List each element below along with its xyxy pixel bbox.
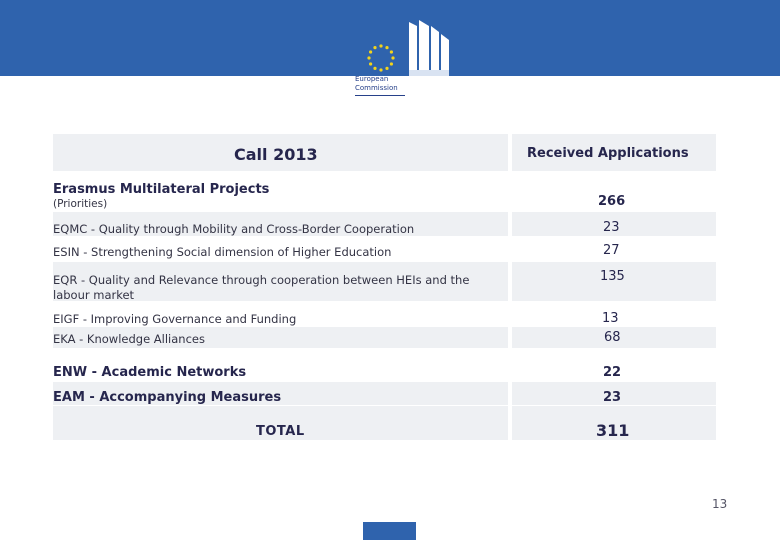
row-value: 23 [603, 220, 620, 235]
section-cell-right: 266 [512, 172, 716, 212]
logo-line-european: European [355, 75, 389, 83]
section-cell-left: Erasmus Multilateral Projects (Prioritie… [53, 172, 508, 212]
header-received: Received Applications [527, 146, 689, 161]
row-label-line1: EQR - Quality and Relevance through coop… [53, 273, 470, 287]
table-row: EIGF - Improving Governance and Funding … [53, 302, 716, 327]
total-label: TOTAL [256, 424, 305, 439]
table-row: ESIN - Strengthening Social dimension of… [53, 237, 716, 262]
logo-line-commission: Commission [355, 84, 398, 92]
section-note: (Priorities) [53, 198, 108, 210]
row-value-cell: 23 [512, 382, 716, 406]
table-row: EQMC - Quality through Mobility and Cros… [53, 212, 716, 237]
logo-rule [355, 95, 405, 96]
table-row: EKA - Knowledge Alliances 68 [53, 327, 716, 349]
logo-text: European Commission [355, 75, 415, 93]
row-label-cell: ENW - Academic Networks [53, 349, 508, 382]
section-title: Erasmus Multilateral Projects [53, 182, 270, 197]
footer-bar [363, 522, 416, 540]
table-row-measures: EAM - Accompanying Measures 23 [53, 382, 716, 406]
european-commission-logo [355, 20, 449, 76]
logo-stars [367, 44, 395, 72]
row-label: EIGF - Improving Governance and Funding [53, 312, 297, 326]
total-label-cell: TOTAL [53, 406, 508, 440]
total-value-cell: 311 [512, 406, 716, 440]
row-value: 13 [602, 311, 619, 326]
row-value-cell: 13 [512, 302, 716, 327]
row-value: 23 [603, 390, 622, 405]
page-number: 13 [712, 497, 728, 511]
row-value-cell: 68 [512, 327, 716, 349]
table-header-row: Call 2013 Received Applications [53, 134, 716, 172]
logo-building [409, 20, 449, 76]
section-row: Erasmus Multilateral Projects (Prioritie… [53, 172, 716, 212]
row-value: 135 [600, 269, 625, 284]
header-call: Call 2013 [234, 145, 318, 164]
table-row-networks: ENW - Academic Networks 22 [53, 349, 716, 382]
row-label-cell: EQMC - Quality through Mobility and Cros… [53, 212, 508, 237]
row-label: ESIN - Strengthening Social dimension of… [53, 245, 392, 259]
row-value: 22 [603, 365, 622, 380]
row-value-cell: 27 [512, 237, 716, 262]
header-cell-right: Received Applications [512, 134, 716, 172]
table-row: EQR - Quality and Relevance through coop… [53, 262, 716, 302]
row-label-cell: EQR - Quality and Relevance through coop… [53, 262, 508, 302]
row-label-cell: EIGF - Improving Governance and Funding [53, 302, 508, 327]
row-label: EKA - Knowledge Alliances [53, 332, 205, 346]
row-value-cell: 135 [512, 262, 716, 302]
table-row-total: TOTAL 311 [53, 406, 716, 440]
section-value: 266 [598, 194, 626, 209]
row-value: 27 [603, 243, 620, 258]
row-label: ENW - Academic Networks [53, 365, 247, 380]
row-value-cell: 22 [512, 349, 716, 382]
row-label: EQMC - Quality through Mobility and Cros… [53, 222, 415, 236]
row-value-cell: 23 [512, 212, 716, 237]
row-value: 68 [604, 330, 621, 345]
row-label-cell: EKA - Knowledge Alliances [53, 327, 508, 349]
row-label-cell: ESIN - Strengthening Social dimension of… [53, 237, 508, 262]
header-cell-left: Call 2013 [53, 134, 508, 172]
row-label-line2: labour market [53, 288, 135, 302]
total-value: 311 [596, 421, 630, 440]
row-label-cell: EAM - Accompanying Measures [53, 382, 508, 406]
row-label: EAM - Accompanying Measures [53, 390, 282, 405]
